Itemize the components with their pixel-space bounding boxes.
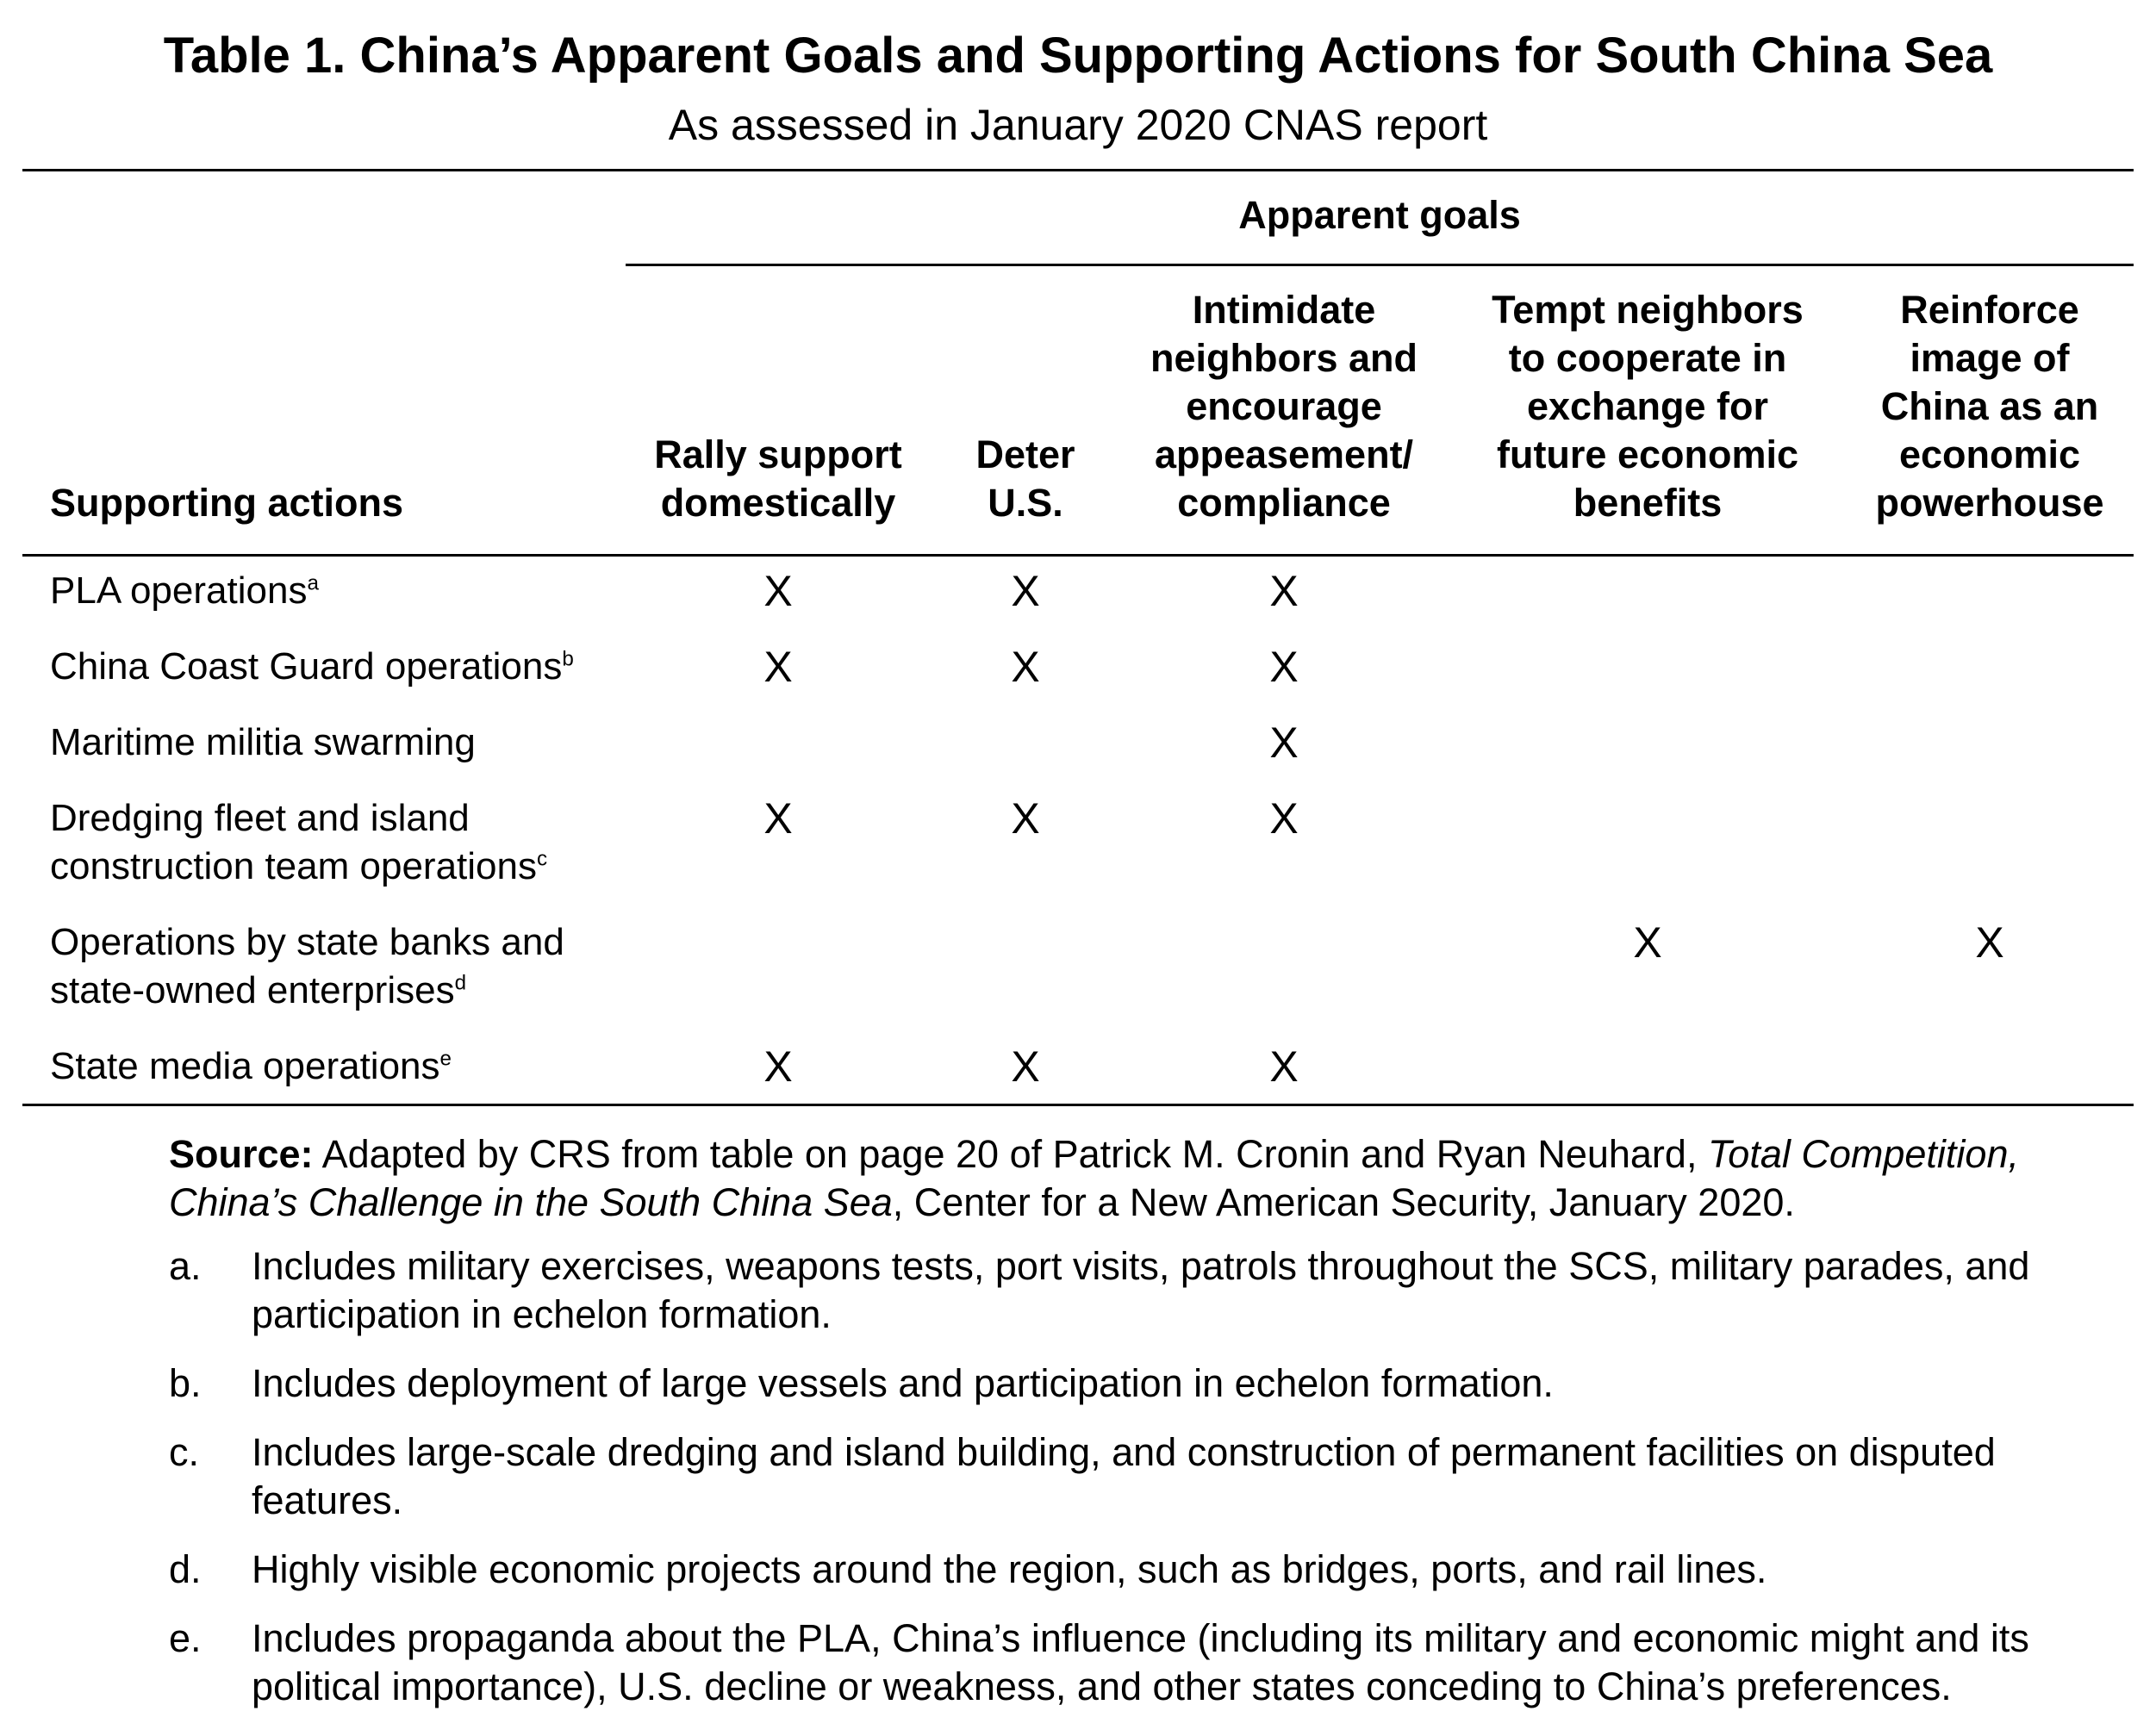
check-mark: X — [763, 1042, 793, 1091]
check-mark: X — [763, 567, 793, 615]
column-header-line: exchange for — [1526, 384, 1769, 428]
footnote-text: Includes military exercises, weapons tes… — [252, 1244, 2030, 1336]
check-mark: X — [1269, 567, 1299, 615]
check-mark: X — [763, 643, 793, 691]
check-mark: X — [1011, 794, 1040, 843]
row-label-line: Maritime militia swarming — [50, 719, 619, 767]
column-header-line: China as an — [1880, 384, 2099, 428]
check-mark: X — [763, 794, 793, 843]
table-title: Table 1. China’s Apparent Goals and Supp… — [163, 28, 1993, 84]
column-header-line: Reinforce — [1900, 288, 2079, 332]
footnote-text: Includes large-scale dredging and island… — [252, 1430, 1996, 1522]
column-header-line: economic — [1898, 432, 2081, 476]
footnote-letter: e. — [169, 1616, 202, 1660]
footnote-marker: a — [307, 571, 319, 595]
footnote-letter: a. — [169, 1244, 202, 1288]
column-header-line: domestically — [660, 481, 896, 525]
column-header-4: Tempt neighbors to cooperate in exchange f… — [1462, 286, 1833, 527]
footnote-marker: c — [536, 847, 548, 871]
footnote-marker: b — [562, 647, 574, 671]
column-header-2: Deter U.S. — [939, 431, 1112, 527]
check-mark: X — [1011, 567, 1040, 615]
footnote-text: Includes propaganda about the PLA, China… — [252, 1616, 2029, 1708]
row-label-text: construction team operations — [50, 845, 537, 887]
column-header-line: encourage — [1186, 384, 1382, 428]
column-header-3: Intimidate neighbors and encourage appeasem… — [1120, 286, 1448, 527]
group-rule — [626, 264, 2134, 266]
source-text-2: , Center for a New American Security, Ja… — [892, 1180, 1795, 1224]
row-label-line: State media operationse — [50, 1042, 619, 1091]
column-header-1: Rally support domestically — [623, 431, 933, 527]
column-header-line: neighbors and — [1150, 336, 1418, 380]
source-title: Total Competition, China’s Challenge in … — [169, 1132, 2019, 1224]
column-header-line: compliance — [1177, 481, 1391, 525]
row-label: China Coast Guard operationsb — [50, 643, 619, 691]
footnote-letter: b. — [169, 1361, 202, 1405]
column-header-line: to cooperate in — [1508, 336, 1787, 380]
source-note: Source: Adapted by CRS from table on pag… — [169, 1130, 2022, 1227]
row-label: State media operationse — [50, 1042, 619, 1091]
column-header-line: U.S. — [988, 481, 1063, 525]
row-header: Supporting actions — [50, 481, 403, 525]
footnote-letter: c. — [169, 1430, 200, 1474]
row-label: Dredging fleet and island construction te… — [50, 794, 619, 891]
row-label: Operations by state banks and state-owned… — [50, 918, 619, 1015]
column-header-line: Deter — [975, 432, 1075, 476]
check-mark: X — [1269, 719, 1299, 767]
column-header-line: Intimidate — [1192, 288, 1376, 332]
group-header: Apparent goals — [1238, 193, 1521, 237]
source-text-1: Adapted by CRS from table on page 20 of … — [313, 1132, 1708, 1176]
check-mark: X — [1011, 643, 1040, 691]
row-label-line: state-owned enterprisesd — [50, 967, 619, 1015]
top-rule — [22, 169, 2134, 171]
row-label-text: Operations by state banks and — [50, 921, 564, 963]
column-header-line: powerhouse — [1875, 481, 2104, 525]
column-header-line: benefits — [1573, 481, 1723, 525]
row-label-text: Maritime militia swarming — [50, 721, 476, 763]
row-label-text: China Coast Guard operations — [50, 645, 563, 688]
column-header-line: Rally support — [654, 432, 902, 476]
row-label: PLA operationsa — [50, 567, 619, 615]
table-subtitle: As assessed in January 2020 CNAS report — [668, 101, 1488, 149]
footnote-marker: e — [439, 1047, 452, 1071]
header-rule — [22, 554, 2134, 557]
footnote-text: Includes deployment of large vessels and… — [252, 1361, 1554, 1405]
check-mark: X — [1269, 1042, 1299, 1091]
check-mark: X — [1269, 794, 1299, 843]
row-label: Maritime militia swarming — [50, 719, 619, 767]
check-mark: X — [1269, 643, 1299, 691]
source-label: Source: — [169, 1132, 314, 1176]
footnote-letter: d. — [169, 1547, 202, 1591]
row-label-text: PLA operations — [50, 569, 308, 612]
bottom-rule — [22, 1104, 2134, 1106]
check-mark: X — [1975, 918, 2004, 967]
row-label-line: PLA operationsa — [50, 567, 619, 615]
column-header-line: image of — [1910, 336, 2070, 380]
row-label-text: state-owned enterprises — [50, 969, 455, 1011]
row-label-line: Dredging fleet and island — [50, 794, 619, 843]
row-label-line: China Coast Guard operationsb — [50, 643, 619, 691]
column-header-line: future economic — [1496, 432, 1799, 476]
footnote-marker: d — [454, 971, 467, 995]
column-header-line: appeasement/ — [1154, 432, 1414, 476]
row-label-text: Dredging fleet and island — [50, 797, 470, 839]
column-header-line: Tempt neighbors — [1492, 288, 1804, 332]
row-label-text: State media operations — [50, 1045, 440, 1087]
column-header-5: Reinforce image of China as an economic powe… — [1835, 286, 2145, 527]
check-mark: X — [1011, 1042, 1040, 1091]
row-label-line: Operations by state banks and — [50, 918, 619, 967]
check-mark: X — [1633, 918, 1662, 967]
footnote-text: Highly visible economic projects around … — [252, 1547, 1767, 1591]
row-label-line: construction team operationsc — [50, 843, 619, 891]
